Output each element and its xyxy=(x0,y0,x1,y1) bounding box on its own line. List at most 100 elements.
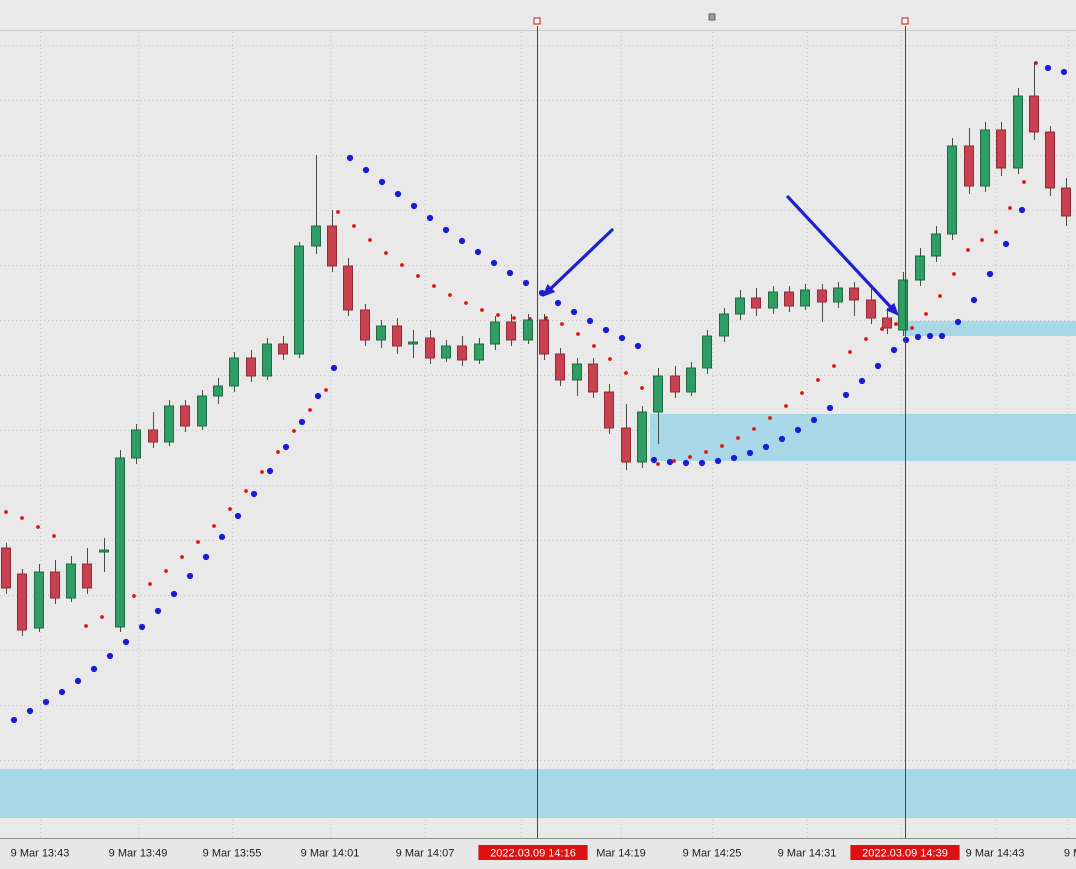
object-anchor-handle[interactable] xyxy=(708,13,716,21)
highlight-zone[interactable] xyxy=(903,321,1076,336)
sar-dot-red xyxy=(496,313,500,317)
sar-dot-red xyxy=(20,516,24,520)
sar-dot-red xyxy=(480,308,484,312)
object-anchor-handle[interactable] xyxy=(901,17,909,25)
time-axis-label-highlight xyxy=(850,845,960,860)
sar-dot-blue xyxy=(842,391,850,399)
candle-bearish xyxy=(555,348,565,386)
sar-dot-blue xyxy=(890,346,898,354)
sar-dot-blue xyxy=(682,459,690,467)
time-axis-label: 9 Mar 13:49 xyxy=(109,848,168,860)
sar-dot-blue xyxy=(282,443,290,451)
sar-dot-red xyxy=(848,350,852,354)
candle-bullish xyxy=(915,248,925,286)
sar-dot-blue xyxy=(1060,68,1068,76)
time-axis-label-highlight xyxy=(478,845,588,860)
candle-bullish xyxy=(637,406,647,468)
candle-bullish xyxy=(719,308,729,342)
candle-bullish xyxy=(523,314,533,344)
sar-dot-red xyxy=(938,294,942,298)
sar-dot-red xyxy=(1034,61,1038,65)
sar-dot-red xyxy=(910,326,914,330)
sar-dot-blue xyxy=(314,392,322,400)
object-anchor-handle[interactable] xyxy=(533,17,541,25)
sar-dot-blue xyxy=(298,418,306,426)
candle-bullish xyxy=(34,564,44,632)
sar-dot-blue xyxy=(458,237,466,245)
sar-dot-red xyxy=(292,429,296,433)
sar-dot-blue xyxy=(794,426,802,434)
sar-dot-blue xyxy=(10,716,18,724)
sar-dot-blue xyxy=(362,166,370,174)
sar-dot-blue xyxy=(618,334,626,342)
candle-bearish xyxy=(180,400,190,432)
time-axis-label: Mar 14:19 xyxy=(596,848,646,860)
sar-dot-blue xyxy=(250,490,258,498)
sar-dot-blue xyxy=(602,326,610,334)
sar-dot-red xyxy=(448,293,452,297)
candle-bearish xyxy=(996,122,1006,176)
sar-dot-red xyxy=(560,322,564,326)
sar-dot-blue xyxy=(378,178,386,186)
sar-dot-blue xyxy=(698,459,706,467)
candle-bullish xyxy=(898,272,908,336)
time-axis-label: 2022.03.09 14:16 xyxy=(490,848,576,860)
sar-dot-blue xyxy=(650,456,658,464)
candle-bearish xyxy=(360,304,370,346)
sar-dot-red xyxy=(36,525,40,529)
sar-dot-red xyxy=(180,555,184,559)
sar-dot-red xyxy=(592,344,596,348)
sar-dot-red xyxy=(924,312,928,316)
sar-dot-red xyxy=(894,322,898,326)
candle-bearish xyxy=(604,384,614,434)
sar-dot-blue xyxy=(26,707,34,715)
candle-bearish xyxy=(17,569,27,636)
sar-dot-blue xyxy=(826,404,834,412)
candle-bearish xyxy=(343,258,353,316)
sar-dot-red xyxy=(512,316,516,320)
sar-dot-blue xyxy=(926,332,934,340)
time-axis-label: 9 Mar 14:01 xyxy=(301,848,360,860)
annotation-arrow[interactable] xyxy=(786,195,899,316)
sar-dot-red xyxy=(336,210,340,214)
sar-dot-red xyxy=(52,534,56,538)
sar-dot-blue xyxy=(154,607,162,615)
candle-bearish xyxy=(278,336,288,360)
candle-bullish xyxy=(833,282,843,308)
sar-dot-blue xyxy=(42,698,50,706)
time-axis-label: 9 Mar 13:55 xyxy=(203,848,262,860)
highlight-zone[interactable] xyxy=(650,414,1076,461)
candle-bearish xyxy=(1061,178,1071,226)
sar-dot-red xyxy=(132,594,136,598)
candle-bullish xyxy=(99,538,109,572)
sar-dot-blue xyxy=(138,623,146,631)
sar-dot-blue xyxy=(490,259,498,267)
sar-dot-blue xyxy=(1044,64,1052,72)
sar-dot-red xyxy=(816,378,820,382)
sar-dot-blue xyxy=(762,443,770,451)
sar-dot-blue xyxy=(394,190,402,198)
candle-bullish xyxy=(653,368,663,444)
candle-bearish xyxy=(392,318,402,354)
annotation-arrow[interactable] xyxy=(542,228,614,297)
sar-dot-blue xyxy=(218,533,226,541)
sar-dot-red xyxy=(464,301,468,305)
candle-bullish xyxy=(490,316,500,350)
candle-bullish xyxy=(229,352,239,392)
sar-dot-blue xyxy=(554,299,562,307)
sar-dot-red xyxy=(608,357,612,361)
candle-bullish xyxy=(66,556,76,602)
sar-dot-blue xyxy=(858,377,866,385)
candle-bullish xyxy=(311,155,321,254)
sar-dot-blue xyxy=(186,572,194,580)
time-axis-label: 2022.03.09 14:39 xyxy=(862,848,948,860)
candle-bearish xyxy=(539,314,549,360)
candle-bullish xyxy=(735,290,745,320)
sar-dot-blue xyxy=(58,688,66,696)
sar-dot-blue xyxy=(1002,240,1010,248)
sar-dot-blue xyxy=(234,512,242,520)
sar-dot-blue xyxy=(634,342,642,350)
sar-dot-blue xyxy=(122,638,130,646)
sar-dot-red xyxy=(720,444,724,448)
